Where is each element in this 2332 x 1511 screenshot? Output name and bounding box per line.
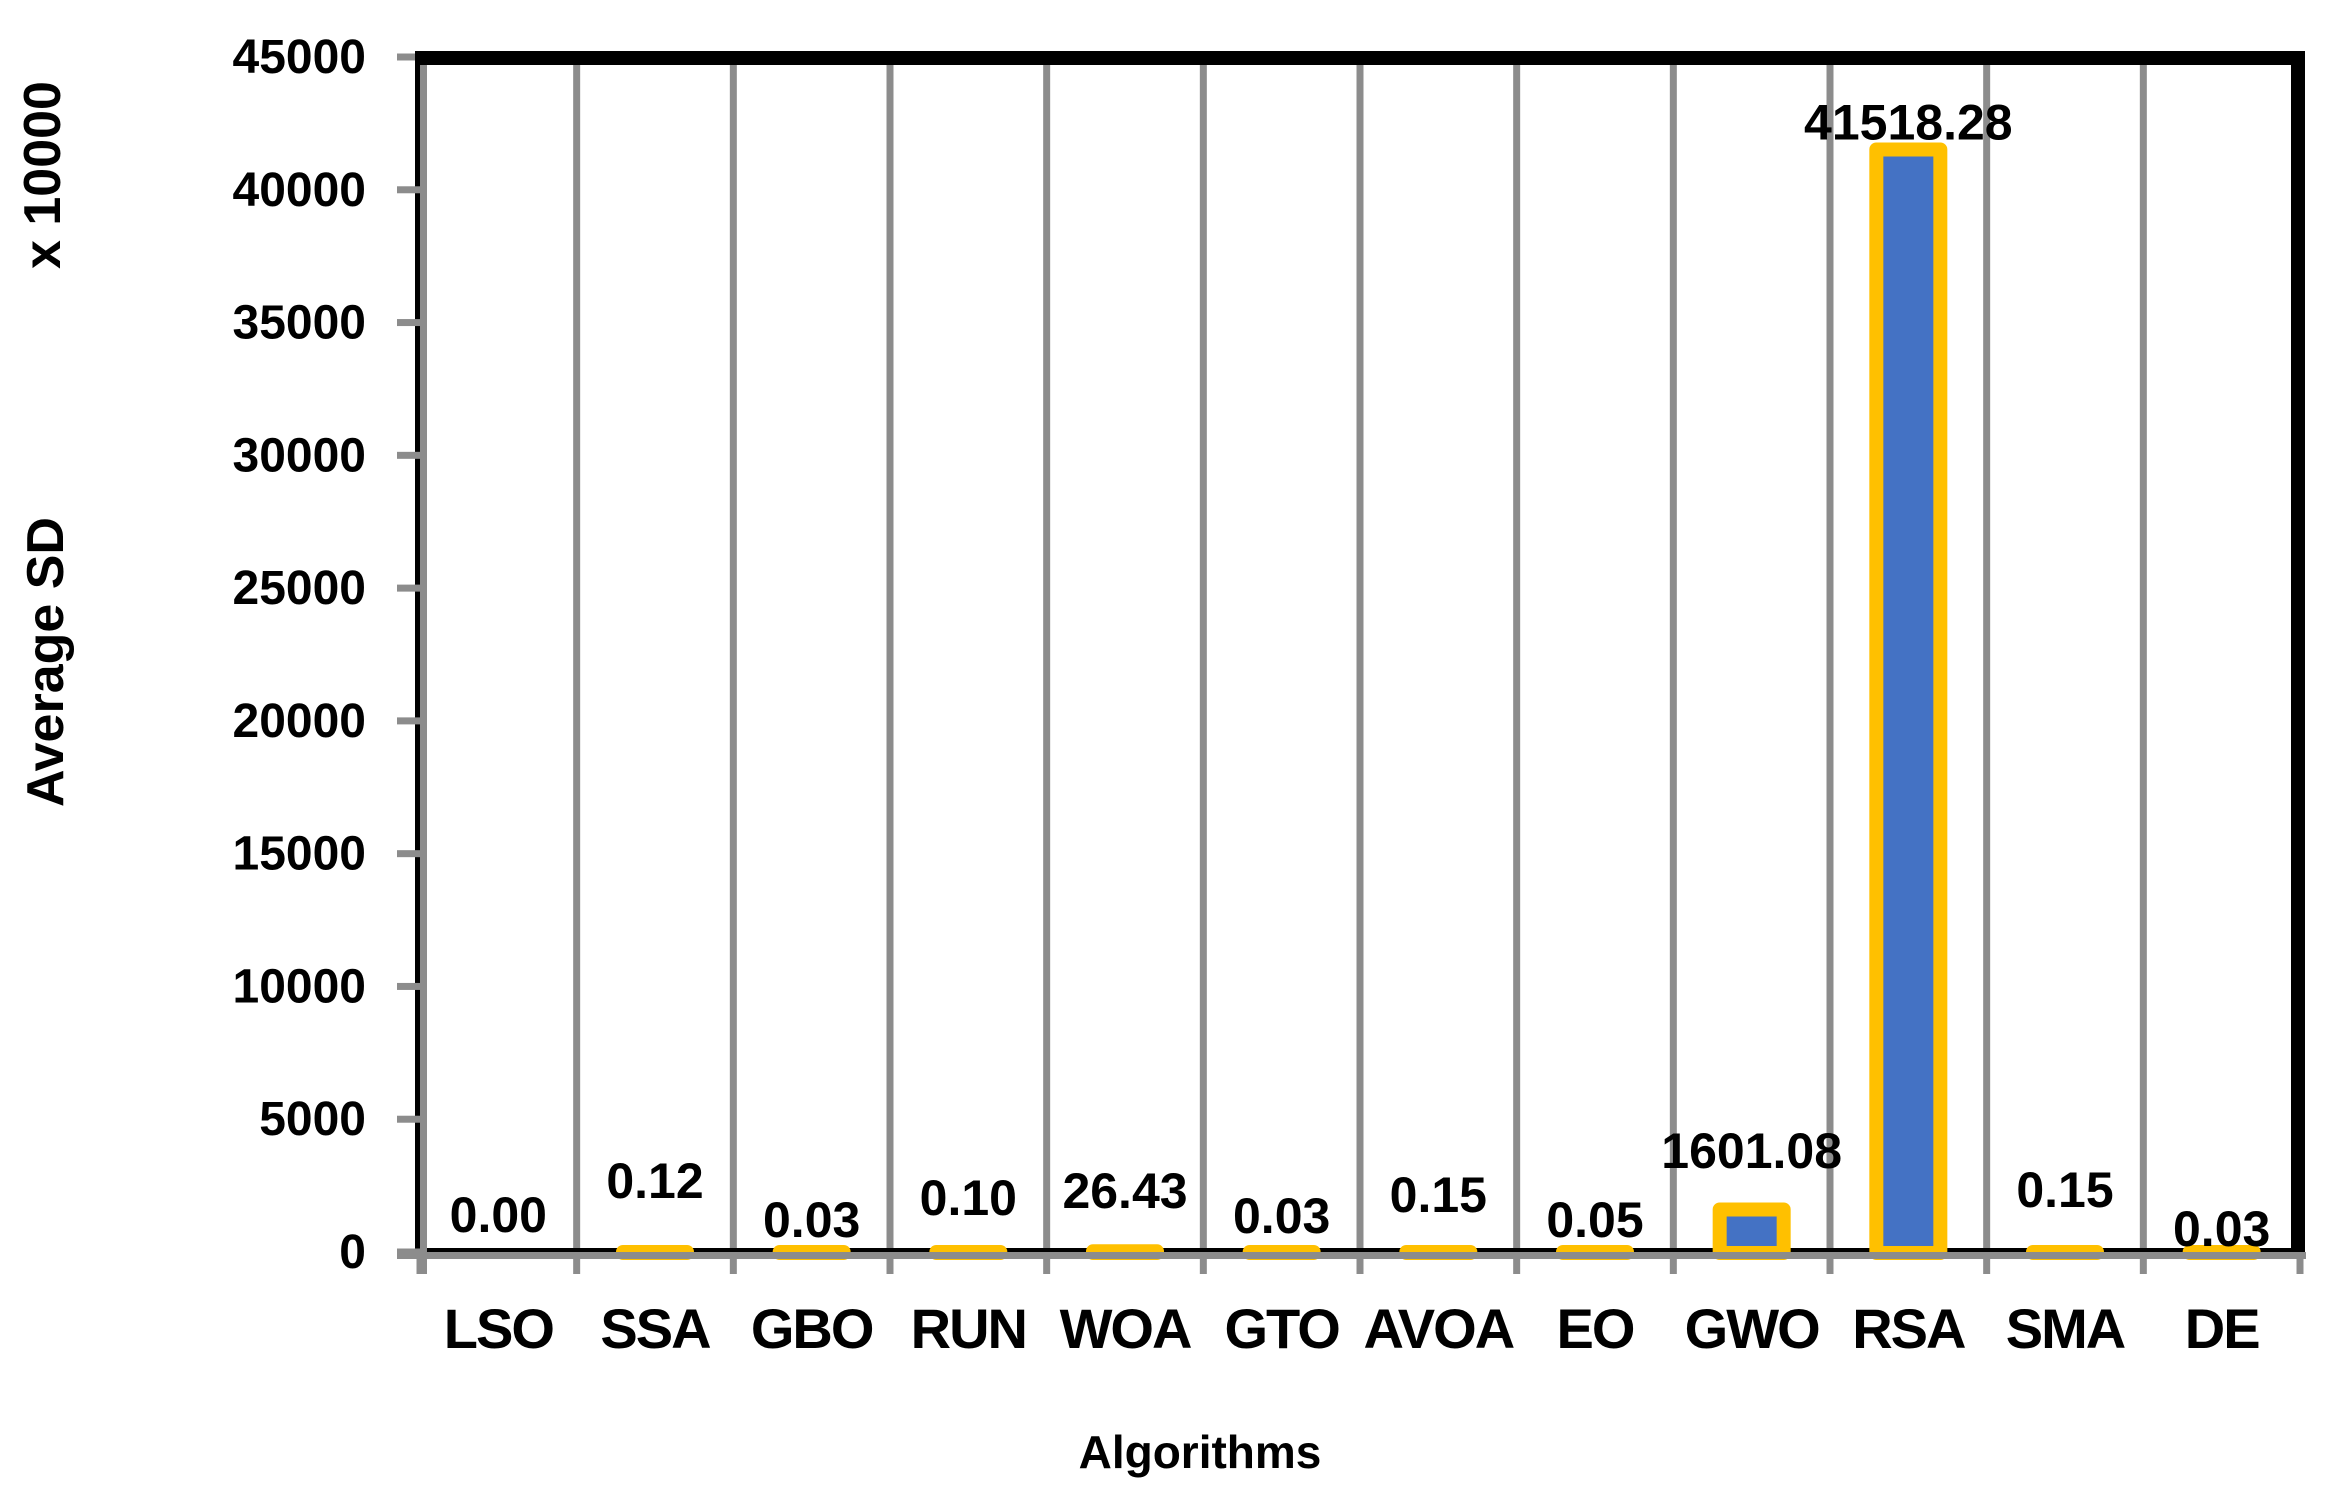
category-label: AVOA <box>1364 1297 1514 1360</box>
y-axis-tick <box>397 186 420 194</box>
y-axis-tick <box>397 717 420 725</box>
category-label: WOA <box>1060 1297 1191 1360</box>
category-label: RSA <box>1852 1297 1965 1360</box>
x-axis-edge-tick <box>416 1259 424 1274</box>
bar-value-label: 0.03 <box>763 1192 860 1248</box>
category-label: SSA <box>600 1297 710 1360</box>
category-label: RUN <box>911 1297 1026 1360</box>
y-axis-display-unit-label: x 10000 <box>14 81 72 269</box>
bar-value-label: 0.03 <box>2173 1201 2270 1257</box>
y-tick-label: 15000 <box>233 828 366 881</box>
y-axis-tick <box>397 850 420 858</box>
plot-frame-top <box>415 51 2305 65</box>
y-axis-tick <box>397 1115 420 1123</box>
y-tick-label: 5000 <box>259 1093 366 1146</box>
bar-gwo <box>1712 1202 1791 1260</box>
bar-value-label: 0.03 <box>1233 1188 1330 1244</box>
bar-value-label: 26.43 <box>1062 1163 1187 1219</box>
y-axis-tick <box>397 451 420 459</box>
y-tick-label: 35000 <box>233 297 366 350</box>
bar-value-label: 0.12 <box>606 1153 703 1209</box>
bar-value-label: 0.00 <box>450 1187 547 1243</box>
plot-area: 0 5000 10000 15000 20000 25000 30000 35000 40000… <box>233 31 2306 1360</box>
x-axis-line <box>397 1252 2306 1259</box>
y-axis-tick <box>397 319 420 327</box>
category-label: LSO <box>444 1297 554 1360</box>
y-axis-tick <box>397 982 420 990</box>
category-label: GWO <box>1685 1297 1819 1360</box>
y-tick-label: 45000 <box>233 31 366 84</box>
plot-frame-left <box>415 51 420 1252</box>
category-label: GTO <box>1225 1297 1340 1360</box>
plot-frame-bottom <box>415 1248 2305 1252</box>
plot-frame-right <box>2291 51 2305 1252</box>
y-axis-tick <box>397 1248 420 1256</box>
y-tick-label: 40000 <box>233 164 366 217</box>
y-axis-line <box>420 55 427 1274</box>
category-label: EO <box>1557 1297 1634 1360</box>
category-label: GBO <box>751 1297 873 1360</box>
bar-value-label: 1601.08 <box>1661 1123 1842 1179</box>
y-axis-tick <box>397 584 420 592</box>
y-tick-label: 0 <box>339 1226 366 1279</box>
y-axis-tick <box>397 53 420 61</box>
y-tick-label: 10000 <box>233 960 366 1013</box>
x-axis-edge-tick <box>2296 1259 2304 1274</box>
y-tick-label: 30000 <box>233 429 366 482</box>
category-label: SMA <box>2006 1297 2125 1360</box>
y-tick-label: 20000 <box>233 695 366 748</box>
y-axis-title: Average SD <box>17 517 75 807</box>
category-label: DE <box>2185 1297 2259 1360</box>
bar-value-label: 41518.28 <box>1804 94 2013 150</box>
bar-value-label: 0.05 <box>1546 1192 1643 1248</box>
bar-value-label: 0.15 <box>1390 1167 1487 1223</box>
bar-value-label: 0.10 <box>920 1170 1017 1226</box>
y-tick-label: 25000 <box>233 562 366 615</box>
bar-rsa <box>1869 142 1948 1261</box>
x-axis-title: Algorithms <box>1079 1426 1322 1478</box>
bar-value-label: 0.15 <box>2016 1162 2113 1218</box>
